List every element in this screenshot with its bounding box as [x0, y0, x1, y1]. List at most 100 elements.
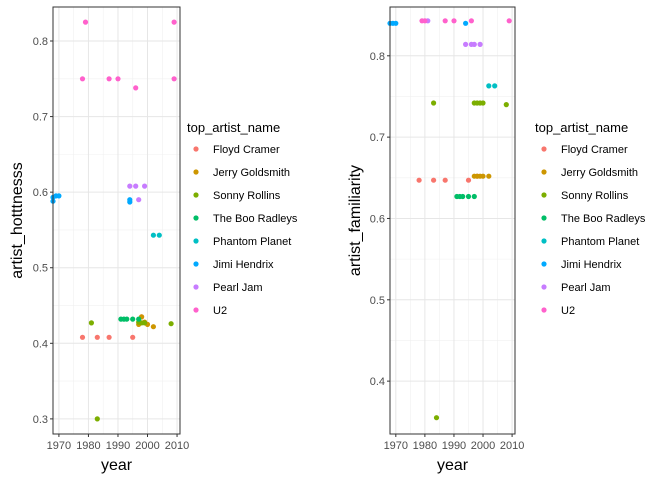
- data-point: [492, 83, 498, 89]
- x-tick-label: 2010: [165, 440, 189, 452]
- data-point: [471, 41, 477, 48]
- panel-border: [389, 6, 516, 435]
- legend-key: [541, 307, 547, 313]
- legend-label: Floyd Cramer: [213, 144, 280, 156]
- data-point: [486, 173, 492, 179]
- y-axis-title: artist_familiarity: [347, 165, 364, 276]
- data-point: [171, 76, 177, 82]
- data-points: [387, 18, 512, 421]
- legend-key: [193, 307, 199, 313]
- data-point: [416, 177, 422, 183]
- data-point: [136, 197, 142, 203]
- legend-label: Phantom Planet: [213, 236, 291, 248]
- chart-panel-1: 0.3 0.4 0.5 0.6 0.7 0.8 1970 1980 1990 2000 2010 ye…: [9, 6, 298, 474]
- y-tick-label: 0.3: [33, 414, 48, 426]
- data-point: [136, 316, 142, 322]
- data-point: [133, 85, 139, 91]
- data-point: [422, 18, 428, 24]
- data-point: [142, 183, 148, 189]
- legend-label: Sonny Rollins: [561, 190, 629, 202]
- legend-label: Phantom Planet: [561, 236, 639, 248]
- legend-key: [193, 215, 199, 221]
- data-point: [477, 41, 483, 48]
- x-tick-label: 1980: [413, 440, 437, 452]
- y-tick-label: 0.8: [33, 36, 48, 48]
- legend-label: Sonny Rollins: [213, 190, 281, 202]
- plot-background: [53, 7, 180, 434]
- x-tick-label: 1970: [384, 440, 408, 452]
- data-point: [56, 193, 62, 199]
- y-axis-title: artist_hotttnesss: [9, 162, 26, 279]
- data-point: [468, 18, 474, 24]
- data-point: [156, 232, 162, 238]
- data-point: [442, 18, 448, 24]
- legend-key: [541, 215, 547, 221]
- data-point: [486, 83, 492, 89]
- y-tick-label: 0.4: [370, 376, 385, 388]
- data-point: [431, 100, 437, 106]
- legend-label: U2: [561, 305, 575, 317]
- legend-key: [193, 261, 199, 267]
- legend: top_artist_name Floyd Cramer Jerry Goldsmi…: [535, 120, 646, 317]
- data-point: [150, 324, 156, 330]
- data-point: [465, 193, 472, 200]
- y-tick-label: 0.7: [370, 132, 385, 144]
- data-point: [393, 20, 399, 26]
- y-tick-label: 0.7: [33, 112, 48, 124]
- legend-label: Jimi Hendrix: [561, 259, 622, 271]
- data-point: [82, 19, 89, 25]
- x-tick-label: 1980: [76, 440, 100, 452]
- chart-panel-2: 0.4 0.5 0.6 0.7 0.8 1970 1980 1990 2000 2010 year a…: [347, 6, 646, 474]
- data-point: [150, 232, 156, 238]
- legend-key: [541, 192, 547, 198]
- x-tick-label: 2000: [135, 440, 159, 452]
- legend-key: [541, 169, 547, 175]
- legend-key: [541, 261, 547, 267]
- data-point: [94, 334, 100, 340]
- legend-label: Pearl Jam: [561, 282, 611, 294]
- data-point: [94, 416, 100, 422]
- x-tick-label: 1990: [106, 440, 130, 452]
- data-point: [463, 41, 469, 48]
- data-point: [106, 334, 112, 340]
- x-axis-title: year: [101, 457, 133, 474]
- data-point: [433, 415, 440, 421]
- data-point: [79, 76, 86, 82]
- data-point: [127, 183, 133, 189]
- data-point: [480, 100, 486, 106]
- data-point: [442, 177, 448, 183]
- data-point: [471, 193, 477, 200]
- y-tick-label: 0.5: [33, 263, 48, 275]
- legend-key: [193, 146, 199, 152]
- data-point: [130, 316, 136, 322]
- data-points: [50, 19, 177, 422]
- legend-label: U2: [213, 305, 227, 317]
- data-point: [506, 18, 512, 24]
- data-point: [480, 173, 486, 179]
- data-point: [460, 193, 466, 200]
- panel-border: [52, 6, 181, 435]
- data-point: [503, 102, 509, 108]
- legend: top_artist_name Floyd Cramer Jerry Goldsmi…: [187, 120, 298, 317]
- y-tick-label: 0.6: [370, 213, 385, 225]
- x-tick-label: 1970: [47, 440, 71, 452]
- legend-label: Jimi Hendrix: [213, 259, 274, 271]
- legend-key: [193, 284, 199, 290]
- data-point: [115, 76, 121, 82]
- data-point: [465, 177, 472, 183]
- legend-label: Floyd Cramer: [561, 144, 628, 156]
- legend-title: top_artist_name: [187, 120, 280, 135]
- legend-label: Jerry Goldsmith: [561, 167, 638, 179]
- legend-key: [541, 146, 547, 152]
- legend-key: [541, 284, 547, 290]
- data-point: [79, 334, 86, 340]
- x-tick-label: 2010: [500, 440, 524, 452]
- x-tick-label: 1990: [442, 440, 466, 452]
- data-point: [142, 320, 148, 326]
- data-point: [451, 18, 457, 24]
- legend-label: The Boo Radleys: [561, 213, 646, 225]
- data-point: [88, 320, 94, 326]
- data-point: [171, 19, 177, 25]
